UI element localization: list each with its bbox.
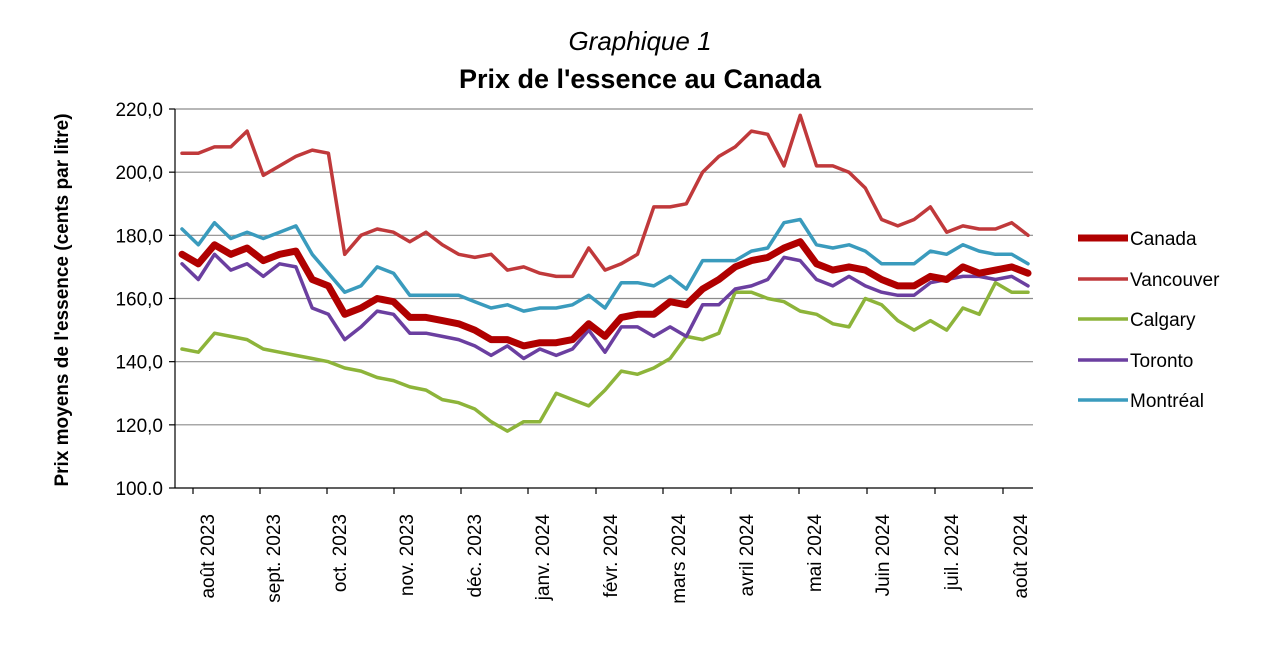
x-tick-label: Juin 2024: [873, 514, 894, 597]
legend-label: Vancouver: [1130, 270, 1220, 291]
x-tick-label: févr. 2024: [601, 514, 622, 598]
series-line-toronto: [180, 252, 1030, 361]
axes: [174, 109, 1033, 489]
chart-title: Graphique 1: [568, 26, 712, 56]
series-lines: [178, 113, 1032, 433]
x-tick-label: août 2024: [1011, 514, 1032, 599]
x-tick-labels: août 2023 sept. 2023 oct. 2023 nov. 2023 déc…: [192, 488, 1032, 604]
y-tick-label: 160,0: [115, 290, 163, 311]
x-tick-label: sept. 2023: [264, 514, 285, 603]
legend-label: Canada: [1130, 229, 1197, 250]
y-tick-label: 200,0: [115, 163, 163, 184]
x-tick-label: mai 2024: [805, 514, 826, 593]
series-line-montral: [180, 217, 1030, 313]
y-tick-label: 140,0: [115, 353, 163, 374]
series-line-canada: [178, 238, 1032, 350]
legend: Canada Vancouver Calgary Toronto Montréal: [1078, 229, 1220, 412]
series-line-vancouver: [180, 113, 1030, 279]
gridlines: [169, 108, 1033, 489]
x-tick-label: avril 2024: [737, 514, 758, 597]
series-line-calgary: [180, 280, 1030, 433]
x-tick-label: août 2023: [198, 514, 219, 599]
x-tick-label: mars 2024: [669, 514, 690, 604]
y-tick-label: 100.0: [115, 479, 163, 500]
y-tick-labels: 100.0 120,0 140,0 160,0 180,0 200,0 220,0: [115, 100, 163, 500]
y-axis-label: Prix moyens de l'essence (cents par litr…: [52, 113, 73, 486]
legend-label: Toronto: [1130, 351, 1193, 372]
chart-subtitle: Prix de l'essence au Canada: [458, 64, 822, 94]
x-tick-label: janv. 2024: [533, 514, 554, 602]
x-tick-label: juil. 2024: [942, 514, 963, 591]
y-tick-label: 120,0: [115, 416, 163, 437]
legend-label: Calgary: [1130, 310, 1196, 331]
x-tick-label: nov. 2023: [397, 514, 418, 596]
x-tick-label: déc. 2023: [465, 514, 486, 597]
x-tick-label: oct. 2023: [330, 514, 351, 592]
y-tick-label: 180,0: [115, 226, 163, 247]
legend-label: Montréal: [1130, 391, 1204, 412]
y-tick-label: 220,0: [115, 100, 163, 121]
